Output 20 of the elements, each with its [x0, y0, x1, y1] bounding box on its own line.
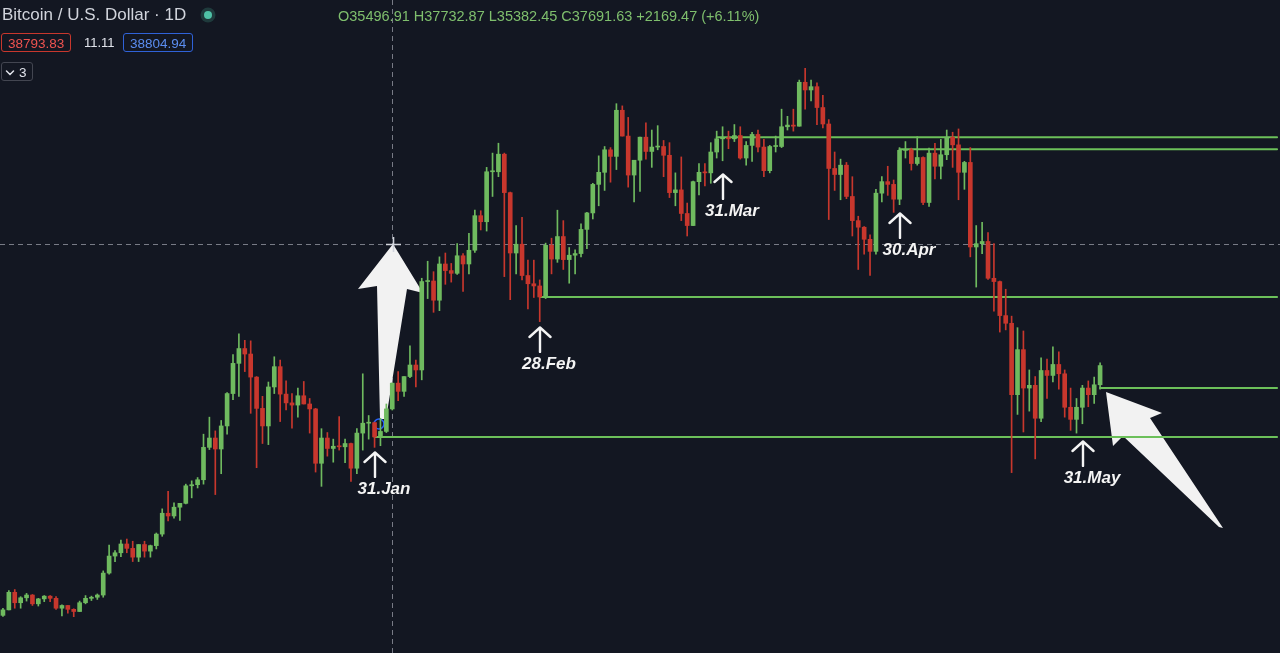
annotation: 31.Mar	[705, 200, 761, 220]
annotation: 31.Jan	[357, 478, 411, 498]
price-box: 38804.94	[123, 33, 194, 52]
annotation: 31.May	[1063, 467, 1122, 487]
annotation: 28.Feb	[521, 353, 576, 373]
candlestick	[212, 430, 218, 495]
candlestick	[1026, 369, 1032, 412]
candlestick	[336, 416, 342, 451]
collapse-button: 3	[1, 62, 33, 81]
candlestick	[307, 398, 313, 434]
candlestick	[330, 438, 336, 463]
price-box: 38793.83	[1, 33, 72, 52]
text: 11.11	[84, 35, 115, 50]
chart-title: Bitcoin / U.S. Dollar · 1D	[2, 5, 187, 25]
chart-subtitle: O35496.91 H37732.87 L35382.45 C37691.63 +2169.47 (+6.11%)	[338, 8, 760, 24]
candlestick	[1044, 358, 1050, 399]
candlestick	[649, 129, 655, 168]
annotation: 30.Apr	[882, 239, 937, 259]
annotation: 3	[19, 65, 27, 80]
candlestick	[242, 339, 248, 372]
